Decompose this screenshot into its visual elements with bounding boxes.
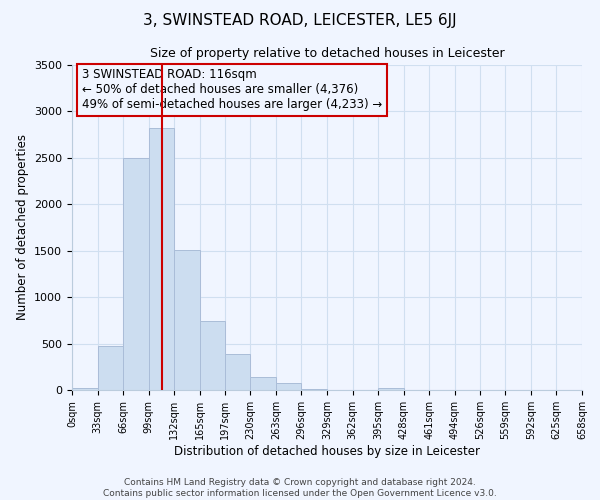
Bar: [175, 250, 200, 390]
Bar: [276, 382, 301, 390]
Bar: [250, 376, 276, 390]
Bar: [224, 354, 250, 390]
Bar: [149, 128, 175, 390]
Text: 3 SWINSTEAD ROAD: 116sqm
← 50% of detached houses are smaller (4,376)
49% of sem: 3 SWINSTEAD ROAD: 116sqm ← 50% of detach…: [82, 68, 382, 112]
Text: 3, SWINSTEAD ROAD, LEICESTER, LE5 6JJ: 3, SWINSTEAD ROAD, LEICESTER, LE5 6JJ: [143, 12, 457, 28]
Text: Contains HM Land Registry data © Crown copyright and database right 2024.
Contai: Contains HM Land Registry data © Crown c…: [103, 478, 497, 498]
Y-axis label: Number of detached properties: Number of detached properties: [16, 134, 29, 320]
X-axis label: Distribution of detached houses by size in Leicester: Distribution of detached houses by size …: [174, 444, 480, 458]
Bar: [200, 322, 224, 390]
Bar: [123, 158, 149, 390]
Title: Size of property relative to detached houses in Leicester: Size of property relative to detached ho…: [149, 46, 505, 60]
Bar: [301, 389, 327, 390]
Bar: [98, 346, 123, 390]
Bar: [72, 388, 98, 390]
Bar: [378, 388, 404, 390]
